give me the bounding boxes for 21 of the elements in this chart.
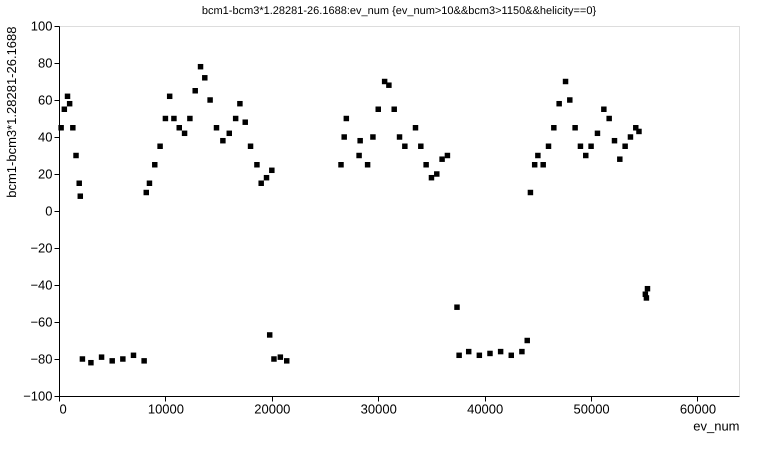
y-tick-label: −80 bbox=[30, 352, 52, 366]
chart-title: bcm1-bcm3*1.28281-26.1688:ev_num {ev_num>10&&bcm3>1150&&helicity==0} bbox=[202, 5, 596, 17]
y-tick-label: 0 bbox=[45, 204, 52, 218]
x-axis-title: ev_num bbox=[693, 418, 740, 434]
y-tick-label: 40 bbox=[38, 130, 52, 144]
x-tick-label: 50000 bbox=[574, 402, 610, 416]
y-tick-label: −100 bbox=[23, 388, 52, 404]
x-tick-label: 60000 bbox=[680, 402, 716, 416]
y-tick-label: 100 bbox=[30, 18, 52, 34]
x-tick-label: 40000 bbox=[467, 402, 504, 416]
x-tick-label: 10000 bbox=[148, 402, 184, 416]
y-tick-label: 60 bbox=[38, 92, 52, 108]
y-tick-label: −60 bbox=[30, 314, 52, 330]
y-axis-title: bcm1-bcm3*1.28281-26.1688 bbox=[4, 26, 20, 198]
y-tick-label: 80 bbox=[38, 56, 52, 70]
y-tick-label: −20 bbox=[30, 240, 52, 256]
y-tick-label: −40 bbox=[30, 278, 52, 292]
x-tick-label: 0 bbox=[60, 402, 67, 416]
x-tick-label: 20000 bbox=[254, 402, 290, 416]
y-tick-label: 20 bbox=[38, 166, 52, 182]
x-tick-label: 30000 bbox=[360, 402, 397, 416]
